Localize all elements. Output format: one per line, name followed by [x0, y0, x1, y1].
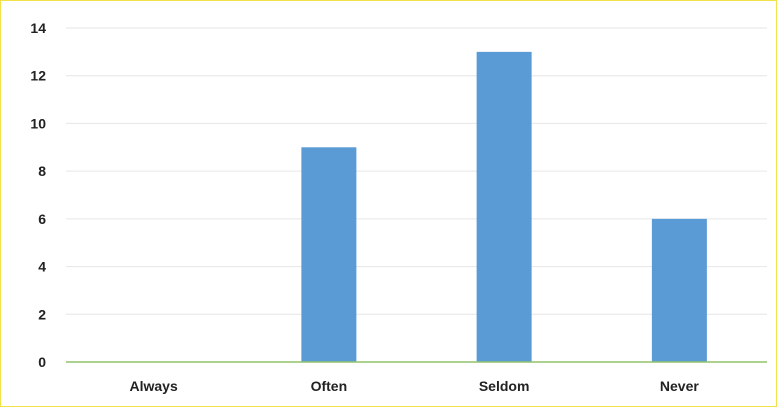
y-tick-label: 6	[38, 211, 46, 227]
x-tick-label-never: Never	[660, 378, 699, 394]
x-tick-label-always: Always	[130, 378, 178, 394]
y-tick-label: 2	[38, 306, 46, 322]
gridlines	[66, 27, 767, 315]
x-tick-label-often: Often	[311, 378, 348, 394]
y-tick-label: 10	[30, 115, 46, 131]
y-tick-label: 12	[30, 68, 46, 84]
y-tick-label: 4	[38, 259, 46, 275]
bar-seldom	[476, 51, 532, 362]
bars	[301, 51, 707, 362]
bar-never	[651, 218, 707, 362]
bar-often	[301, 147, 357, 362]
x-tick-label-seldom: Seldom	[479, 378, 530, 394]
y-tick-label: 14	[30, 20, 46, 36]
y-axis-ticks: 0 2 4 6 8 10 12 14	[30, 20, 46, 370]
x-axis-ticks: Always Often Seldom Never	[130, 378, 700, 394]
y-tick-label: 0	[38, 354, 46, 370]
y-tick-label: 8	[38, 163, 46, 179]
